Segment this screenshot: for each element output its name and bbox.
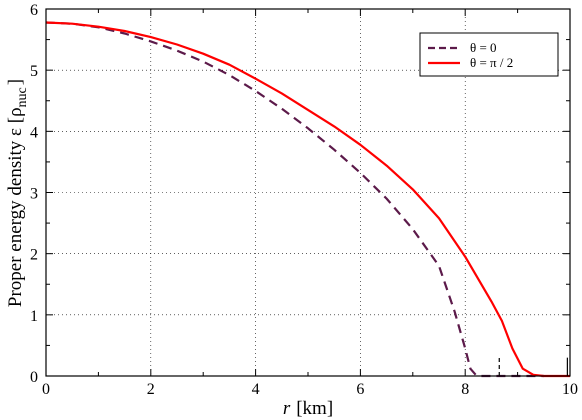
y-axis-title-sub: nuc — [15, 87, 30, 107]
x-tick-label: 6 — [356, 381, 364, 398]
series-line-theta-0 — [45, 21, 544, 378]
legend-label-theta-0: θ = 0 — [470, 40, 497, 55]
x-axis-unit: [km] — [296, 398, 333, 419]
series-line-theta-pi-2 — [45, 21, 570, 378]
y-tick-label: 1 — [30, 308, 38, 325]
x-tick-label: 4 — [252, 381, 260, 398]
y-axis-title: Proper energy density ε [ρnuc] — [5, 79, 30, 307]
x-tick-label: 8 — [461, 381, 469, 398]
x-axis-variable: r — [283, 398, 291, 419]
y-tick-label: 6 — [30, 2, 38, 19]
y-axis-title-close: ] — [5, 79, 26, 85]
x-tick-label: 2 — [147, 381, 155, 398]
x-tick-label: 10 — [562, 381, 578, 398]
marker-group — [498, 357, 568, 376]
y-tick-label: 5 — [30, 63, 38, 80]
x-tick-label: 0 — [42, 381, 50, 398]
y-axis-title-main: Proper energy density ε [ρ — [5, 107, 26, 307]
y-tick-label: 2 — [30, 247, 38, 264]
tick-group — [45, 8, 571, 377]
legend: θ = 0 θ = π / 2 — [419, 32, 559, 77]
x-axis-title: r [km] — [283, 398, 333, 419]
y-tick-label: 4 — [30, 124, 38, 141]
series-group — [45, 21, 570, 378]
y-tick-label: 3 — [30, 186, 38, 203]
y-tick-label: 0 — [30, 369, 38, 386]
tick-label-group: 0 2 4 6 8 10 0 1 2 3 4 5 6 — [30, 2, 578, 398]
legend-box — [419, 32, 559, 77]
legend-label-theta-pi-2: θ = π / 2 — [470, 55, 513, 70]
